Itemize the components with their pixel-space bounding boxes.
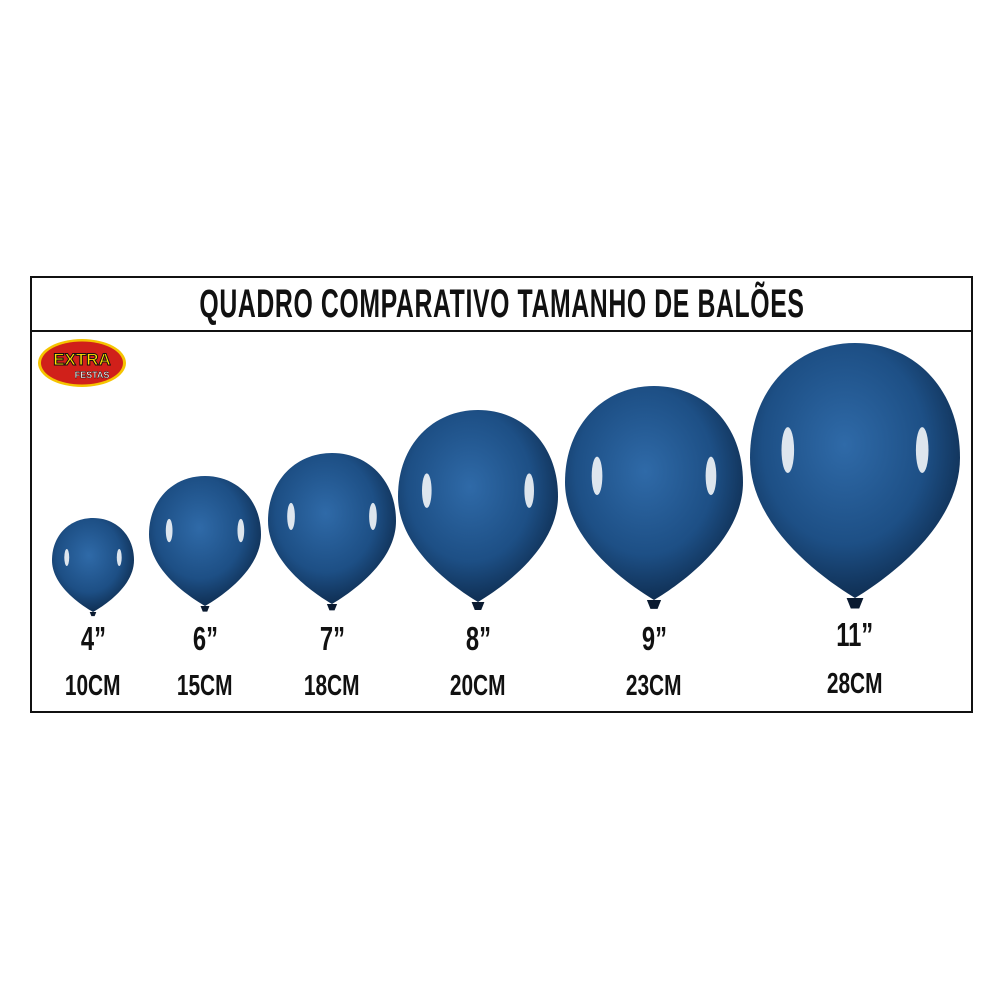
label-text: 7” — [319, 620, 345, 657]
balloon-highlight — [591, 456, 603, 496]
balloon-knot — [200, 606, 210, 612]
label-text: 11” — [836, 616, 874, 653]
balloon-knot — [471, 602, 485, 610]
label-text: 23CM — [626, 670, 682, 702]
balloon-3 — [268, 453, 396, 611]
balloon-highlight — [287, 502, 295, 531]
balloon-highlight — [165, 518, 173, 543]
balloon-highlight — [237, 518, 245, 543]
balloon-highlight — [369, 502, 377, 531]
balloon-knot — [89, 612, 97, 617]
balloon-highlight — [422, 473, 432, 508]
size-cm-label: 10CM — [23, 670, 163, 703]
balloon-body — [52, 518, 134, 612]
balloon-body — [565, 386, 743, 600]
balloon-knot — [846, 598, 864, 609]
balloon-2 — [149, 476, 261, 612]
label-text: 28CM — [827, 668, 883, 700]
balloon-6 — [750, 343, 960, 609]
size-inches-label: 7” — [262, 620, 402, 658]
balloon-body — [750, 343, 960, 598]
balloon-1 — [52, 518, 134, 617]
size-cm-label: 18CM — [262, 670, 402, 703]
balloon-highlight — [705, 456, 717, 496]
balloon-highlight — [524, 473, 534, 508]
balloon-4 — [398, 410, 558, 610]
size-inches-label: 8” — [408, 620, 548, 658]
balloon-body — [149, 476, 261, 606]
balloon-body — [398, 410, 558, 602]
size-cm-label: 23CM — [584, 670, 724, 703]
label-text: 20CM — [450, 670, 506, 702]
balloon-knot — [646, 600, 662, 609]
balloon-highlight — [116, 549, 122, 566]
balloon-5 — [565, 386, 743, 609]
size-inches-label: 4” — [23, 620, 163, 658]
size-inches-label: 11” — [785, 616, 925, 654]
label-text: 6” — [192, 620, 218, 657]
label-text: 4” — [80, 620, 106, 657]
svg-text:FESTAS: FESTAS — [75, 370, 110, 380]
size-inches-label: 6” — [135, 620, 275, 658]
label-text: 15CM — [177, 670, 233, 702]
balloon-highlight — [915, 427, 929, 474]
extra-festas-logo: EXTRA FESTAS — [38, 339, 126, 387]
label-text: 9” — [641, 620, 667, 657]
label-text: 10CM — [65, 670, 121, 702]
size-cm-label: 28CM — [785, 668, 925, 701]
label-text: 18CM — [304, 670, 360, 702]
size-cm-label: 20CM — [408, 670, 548, 703]
comparison-frame: QUADRO COMPARATIVO TAMANHO DE BALÕES — [30, 276, 973, 713]
title-band: QUADRO COMPARATIVO TAMANHO DE BALÕES — [32, 278, 971, 332]
label-text: 8” — [465, 620, 491, 657]
svg-text:EXTRA: EXTRA — [53, 350, 111, 369]
size-inches-label: 9” — [584, 620, 724, 658]
size-cm-label: 15CM — [135, 670, 275, 703]
page-title: QUADRO COMPARATIVO TAMANHO DE BALÕES — [198, 281, 805, 326]
balloon-body — [268, 453, 396, 604]
balloon-knot — [326, 604, 338, 611]
balloon-highlight — [781, 427, 795, 474]
balloon-highlight — [64, 549, 70, 566]
